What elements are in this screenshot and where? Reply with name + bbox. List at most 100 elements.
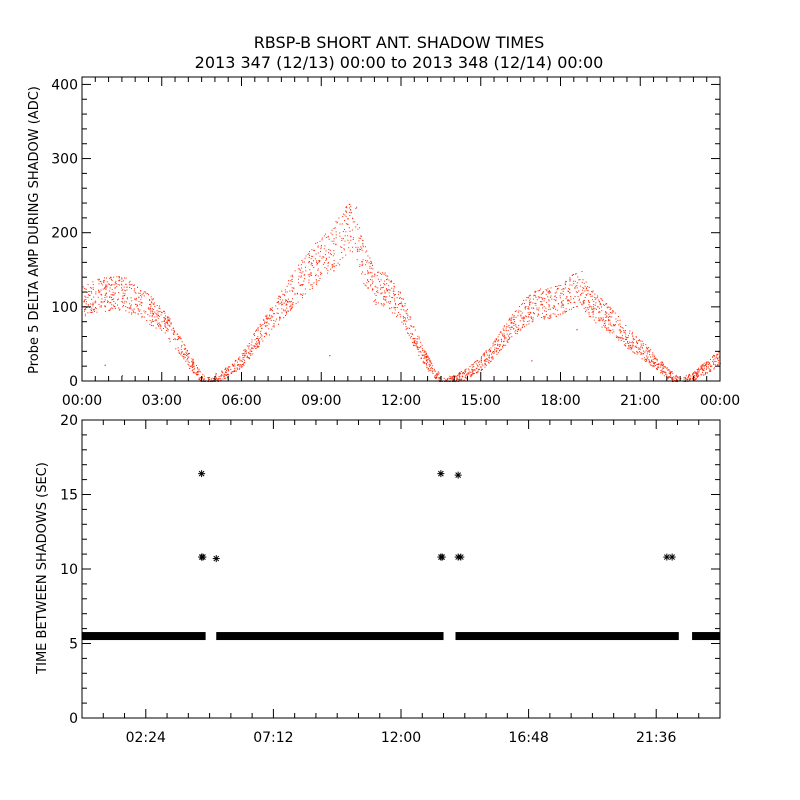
delta-amp-point [582,279,584,281]
delta-amp-point [471,368,473,370]
delta-amp-point [426,356,428,358]
delta-amp-point [190,365,192,367]
delta-amp-point [337,262,339,264]
delta-amp-point [287,310,289,312]
delta-amp-point [334,227,336,229]
delta-amp-point [557,303,559,305]
delta-amp-point [421,354,423,356]
delta-amp-point [598,312,600,314]
delta-amp-point [511,318,513,320]
delta-amp-point [369,257,371,259]
delta-amp-point [560,301,562,303]
delta-amp-point [615,318,617,320]
delta-amp-point [662,371,664,373]
delta-amp-point [664,366,666,368]
delta-amp-point [479,366,481,368]
delta-amp-point [556,309,558,311]
delta-amp-point [286,311,288,313]
delta-amp-point [352,246,354,248]
delta-amp-point [488,356,490,358]
delta-amp-point [489,351,491,353]
delta-amp-point [583,302,585,304]
delta-amp-point [390,281,392,283]
delta-amp-point [342,215,344,217]
delta-amp-point [700,368,702,370]
delta-amp-point [676,379,678,381]
delta-amp-point [320,244,322,246]
delta-amp-point [155,327,157,329]
delta-amp-point [669,371,671,373]
delta-amp-point [279,297,281,299]
delta-amp-point [640,343,642,345]
delta-amp-point [228,366,230,368]
delta-amp-point [103,300,105,302]
delta-amp-point [623,340,625,342]
delta-amp-point [129,280,131,282]
delta-amp-point [228,374,230,376]
delta-amp-point [538,309,540,311]
delta-amp-point [604,314,606,316]
delta-amp-point [371,264,373,266]
delta-amp-point [407,317,409,319]
delta-amp-point [432,368,434,370]
delta-amp-point [121,298,123,300]
delta-amp-point [503,338,505,340]
delta-amp-point [642,353,644,355]
delta-amp-point [631,332,633,334]
delta-amp-point [283,302,285,304]
delta-amp-point [137,313,139,315]
delta-amp-point [536,299,538,301]
delta-amp-point [358,250,360,252]
delta-amp-point [592,313,594,315]
delta-amp-point [240,364,242,366]
delta-amp-point [140,298,142,300]
delta-amp-point [508,319,510,321]
delta-amp-point [223,374,225,376]
delta-amp-point [632,341,634,343]
delta-amp-point [488,349,490,351]
delta-amp-point [399,316,401,318]
delta-amp-point [527,296,529,298]
delta-amp-point [312,260,314,262]
delta-amp-point [420,357,422,359]
delta-amp-point [265,321,267,323]
delta-amp-point [149,308,151,310]
delta-amp-point [269,315,271,317]
delta-amp-point [704,364,706,366]
delta-amp-point [158,307,160,309]
delta-amp-point [531,307,533,309]
delta-amp-point [350,236,352,238]
delta-amp-point [310,274,312,276]
delta-amp-point [234,359,236,361]
delta-amp-point [488,362,490,364]
delta-amp-point [696,373,698,375]
delta-amp-point [310,264,312,266]
delta-amp-point [488,355,490,357]
delta-amp-point [617,316,619,318]
delta-amp-point [174,330,176,332]
delta-amp-point [429,369,431,371]
delta-amp-point [655,357,657,359]
delta-amp-point [510,320,512,322]
delta-amp-point [333,270,335,272]
delta-amp-point [534,290,536,292]
delta-amp-point [267,317,269,319]
delta-amp-point [524,308,526,310]
delta-amp-point [658,366,660,368]
delta-amp-point [375,294,377,296]
delta-amp-point [139,292,141,294]
delta-amp-point [137,309,139,311]
delta-amp-point [147,314,149,316]
delta-amp-point [344,240,346,242]
delta-amp-point [552,313,554,315]
delta-amp-point [97,278,99,280]
delta-amp-point [315,253,317,255]
delta-amp-point [587,307,589,309]
delta-amp-point [86,307,88,309]
delta-amp-point [117,298,119,300]
delta-amp-point [418,346,420,348]
delta-amp-point [545,293,547,295]
delta-amp-point [192,371,194,373]
delta-amp-point [481,356,483,358]
